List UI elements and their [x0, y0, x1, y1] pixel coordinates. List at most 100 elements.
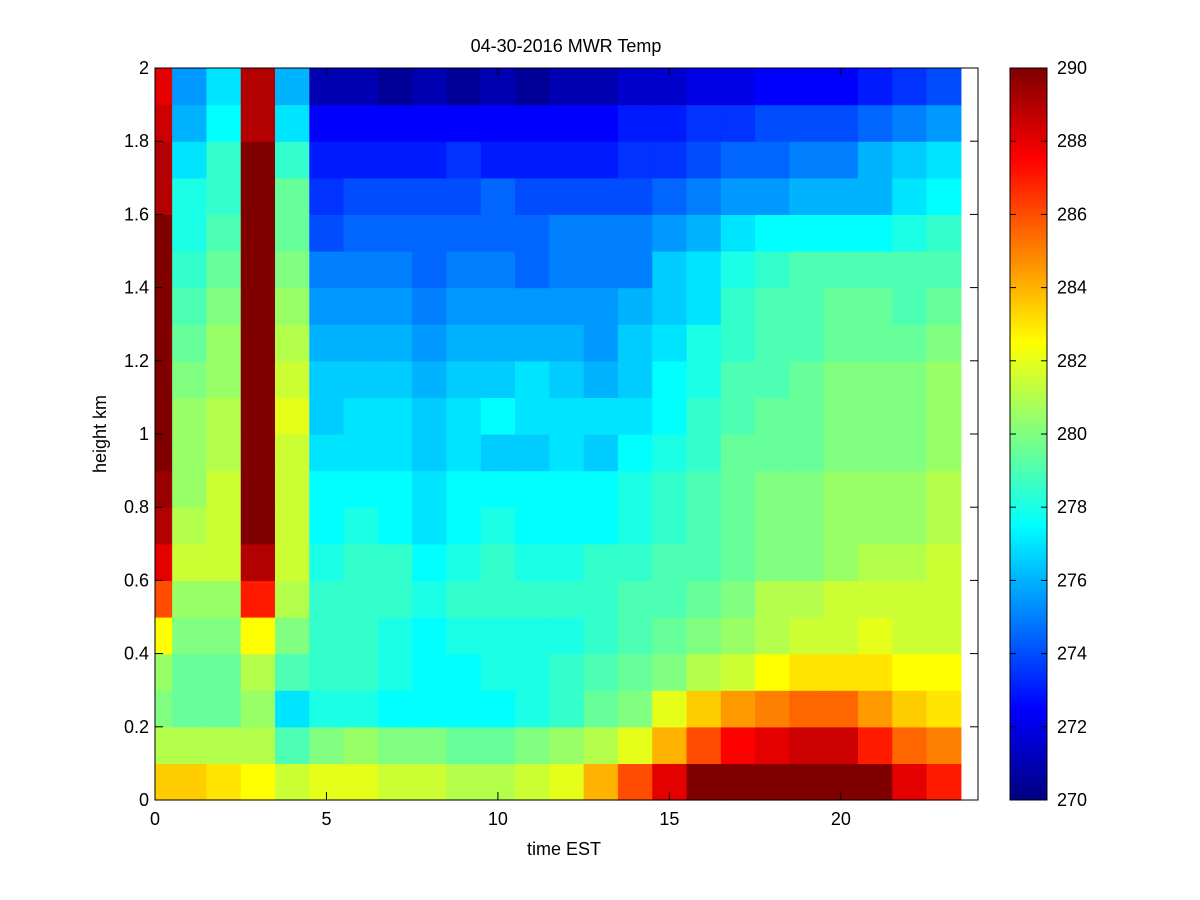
heatmap-cell	[172, 141, 208, 179]
heatmap-cell	[583, 214, 619, 252]
heatmap-cell	[240, 251, 276, 289]
heatmap-cell	[377, 543, 413, 581]
heatmap-cell	[720, 68, 756, 106]
heatmap-cell	[412, 617, 448, 655]
heatmap-cell	[857, 690, 893, 728]
heatmap-cell	[309, 507, 345, 545]
heatmap-cell	[172, 726, 208, 764]
heatmap-cell	[926, 543, 962, 581]
y-tick-label: 0.2	[124, 717, 149, 737]
heatmap-cell	[583, 397, 619, 435]
heatmap-cell	[583, 360, 619, 398]
heatmap-cell	[823, 177, 859, 215]
heatmap-cell	[412, 68, 448, 106]
heatmap-cell	[549, 434, 585, 472]
heatmap-cell	[412, 141, 448, 179]
heatmap-cell	[515, 617, 550, 655]
heatmap-cell	[172, 580, 208, 618]
x-axis-ticks: 0 5 10 15 20	[150, 68, 851, 829]
heatmap-cell	[480, 470, 516, 508]
heatmap-cell	[206, 617, 242, 655]
heatmap-cell	[823, 214, 859, 252]
heatmap-cell	[617, 68, 653, 106]
heatmap-cell	[857, 177, 893, 215]
heatmap-cell	[823, 360, 859, 398]
heatmap-cell	[206, 214, 242, 252]
heatmap-cell	[549, 617, 585, 655]
heatmap-cell	[240, 287, 276, 325]
heatmap-cell	[275, 580, 310, 618]
heatmap-cell	[823, 726, 859, 764]
heatmap-cell	[309, 251, 345, 289]
heatmap-cell	[789, 68, 825, 106]
heatmap-cell	[206, 763, 242, 801]
heatmap-cell	[412, 763, 448, 801]
heatmap-cell	[446, 690, 482, 728]
heatmap-cell	[755, 434, 790, 472]
heatmap-cell	[240, 360, 276, 398]
heatmap-cell	[412, 580, 448, 618]
heatmap-cell	[377, 653, 413, 691]
heatmap-cell	[823, 690, 859, 728]
heatmap-cell	[926, 177, 962, 215]
heatmap-cell	[377, 214, 413, 252]
heatmap-cell	[446, 141, 482, 179]
heatmap-cell	[617, 177, 653, 215]
heatmap-cell	[343, 726, 379, 764]
heatmap-cell	[240, 68, 276, 106]
heatmap-cell	[549, 507, 585, 545]
heatmap-cell	[857, 251, 893, 289]
heatmap-cell	[617, 214, 653, 252]
heatmap-cell	[275, 104, 310, 142]
heatmap-cell	[172, 287, 208, 325]
heatmap-cell	[789, 580, 825, 618]
heatmap-cell	[240, 397, 276, 435]
heatmap-cell	[240, 726, 276, 764]
heatmap-cell	[720, 690, 756, 728]
heatmap-cell	[720, 251, 756, 289]
heatmap-cell	[892, 251, 928, 289]
heatmap-cell	[412, 434, 448, 472]
heatmap-cell	[446, 214, 482, 252]
heatmap-cell	[446, 177, 482, 215]
heatmap-cell	[686, 141, 722, 179]
heatmap-cell	[926, 580, 962, 618]
heatmap-cell	[155, 470, 173, 508]
heatmap-cell	[343, 324, 379, 362]
heatmap-cell	[720, 324, 756, 362]
heatmap-cell	[412, 360, 448, 398]
heatmap-cell	[275, 360, 310, 398]
heatmap-cell	[275, 68, 310, 106]
heatmap-cell	[926, 434, 962, 472]
heatmap-cell	[480, 360, 516, 398]
heatmap-cell	[583, 690, 619, 728]
heatmap-cell	[412, 507, 448, 545]
heatmap-cell	[720, 470, 756, 508]
heatmap-cell	[343, 177, 379, 215]
x-tick-label: 10	[488, 809, 508, 829]
heatmap-cell	[755, 251, 790, 289]
heatmap-cell	[549, 141, 585, 179]
heatmap-cell	[583, 434, 619, 472]
heatmap-cell	[309, 543, 345, 581]
heatmap-cell	[652, 434, 688, 472]
heatmap-cell	[720, 104, 756, 142]
heatmap-cell	[549, 360, 585, 398]
heatmap-cell	[240, 177, 276, 215]
heatmap-cell	[309, 397, 345, 435]
heatmap-cell	[549, 690, 585, 728]
heatmap-cell	[686, 726, 722, 764]
heatmap-cell	[377, 726, 413, 764]
heatmap-cell	[172, 324, 208, 362]
heatmap-cell	[720, 434, 756, 472]
heatmap-cell	[172, 397, 208, 435]
heatmap-cell	[755, 507, 790, 545]
heatmap-cell	[823, 251, 859, 289]
heatmap-cell	[892, 287, 928, 325]
heatmap-cell	[583, 653, 619, 691]
heatmap-cell	[549, 653, 585, 691]
heatmap-cell	[789, 251, 825, 289]
y-tick-label: 0.6	[124, 570, 149, 590]
heatmap-cell	[857, 324, 893, 362]
x-axis-label: time EST	[527, 839, 601, 859]
